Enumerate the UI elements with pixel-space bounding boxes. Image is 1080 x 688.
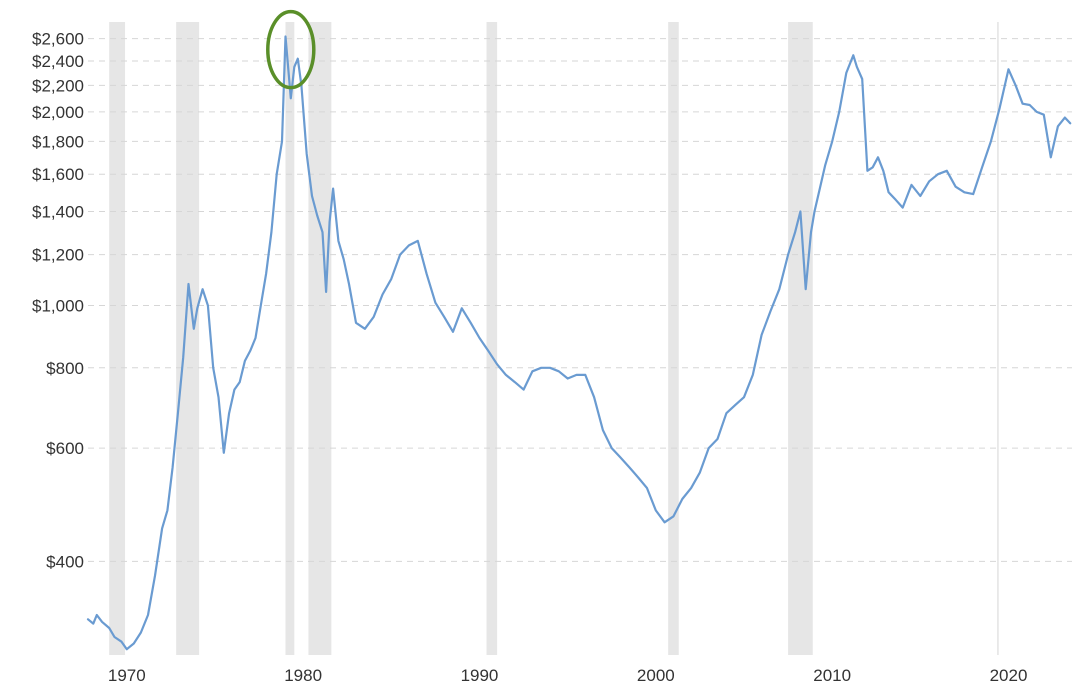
y-tick-label: $2,400 [32, 52, 84, 71]
y-tick-label: $1,800 [32, 132, 84, 151]
y-tick-label: $2,200 [32, 76, 84, 95]
recession-band-0 [109, 22, 126, 655]
x-tick-label: 2020 [990, 666, 1028, 685]
price-series-line [86, 35, 1072, 651]
recession-band-3 [308, 22, 332, 655]
y-tick-label: $800 [46, 359, 84, 378]
x-tick-label: 1990 [461, 666, 499, 685]
y-tick-label: $2,600 [32, 30, 84, 49]
recession-band-5 [668, 22, 679, 655]
y-gridlines [88, 38, 1072, 562]
y-tick-label: $2,000 [32, 103, 84, 122]
x-tick-label: 1970 [108, 666, 146, 685]
recession-band-4 [486, 22, 498, 655]
y-tick-label: $1,400 [32, 203, 84, 222]
y-tick-label: $400 [46, 552, 84, 571]
y-tick-label: $1,600 [32, 165, 84, 184]
peak-highlight-circle [266, 9, 316, 90]
y-tick-label: $600 [46, 439, 84, 458]
x-tick-label: 2010 [813, 666, 851, 685]
y-tick-label: $1,200 [32, 246, 84, 265]
y-tick-label: $1,000 [32, 296, 84, 315]
x-axis-tick-labels: 1970 1980 1990 2000 2010 2020 [108, 666, 1028, 685]
y-axis-tick-labels: $400 $600 $800 $1,000 $1,200 $1,400 $1,600 $1,8… [32, 30, 84, 572]
x-tick-label: 2000 [637, 666, 675, 685]
recession-bands [109, 22, 813, 655]
recession-band-1 [176, 22, 200, 655]
recession-band-2 [285, 22, 295, 655]
x-tick-label: 1980 [284, 666, 322, 685]
recession-band-6 [788, 22, 813, 655]
